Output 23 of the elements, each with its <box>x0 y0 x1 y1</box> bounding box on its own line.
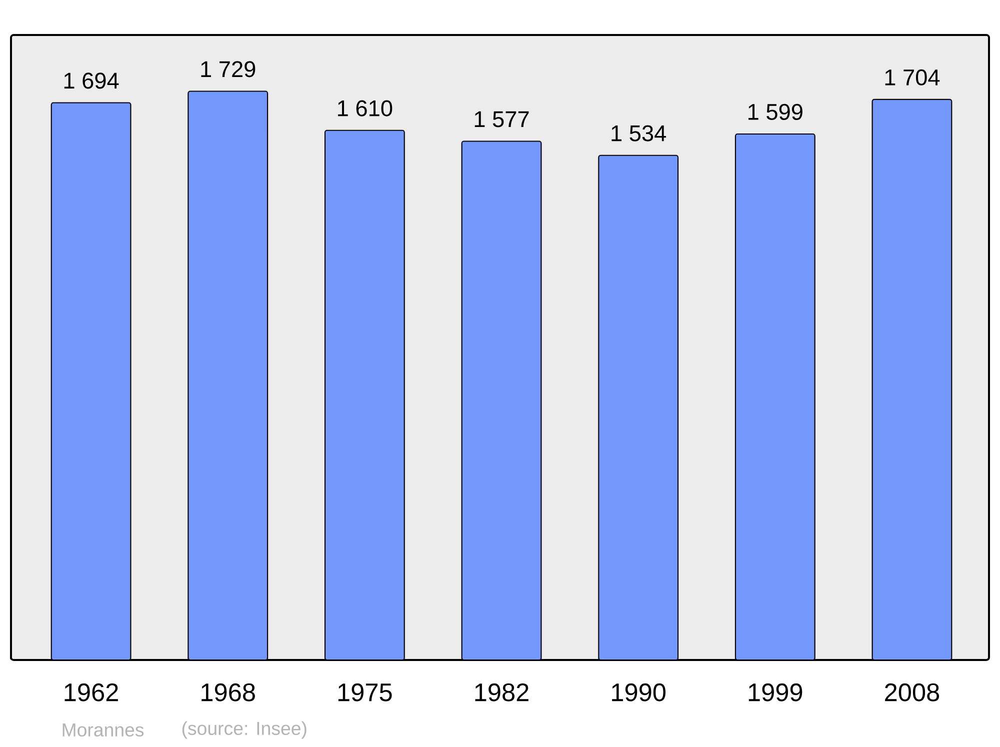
bar <box>598 154 679 660</box>
data-label: 1 694 <box>64 72 119 89</box>
x-tick-label: 1990 <box>612 683 666 702</box>
data-label: 1 577 <box>474 111 529 128</box>
data-label: 1 610 <box>338 100 392 116</box>
x-tick-label: 1968 <box>202 683 255 702</box>
text: (source: Insee) <box>182 721 306 739</box>
bar <box>734 133 816 660</box>
bar <box>461 140 542 660</box>
x-tick-label: 2008 <box>885 683 940 702</box>
data-label: 1 729 <box>201 61 256 78</box>
bar <box>872 98 952 660</box>
bar <box>324 130 405 660</box>
x-tick-label: 1975 <box>338 683 392 702</box>
x-tick-label: 1962 <box>64 683 118 702</box>
data-label: 1 599 <box>748 104 802 120</box>
x-tick-label: 1982 <box>475 683 528 702</box>
bar <box>188 90 268 660</box>
x-tick-label: 1999 <box>748 683 802 702</box>
text: Morannes <box>62 723 144 737</box>
data-label: 1 534 <box>612 125 666 142</box>
data-label: 1 704 <box>885 69 940 86</box>
bar <box>50 102 132 660</box>
